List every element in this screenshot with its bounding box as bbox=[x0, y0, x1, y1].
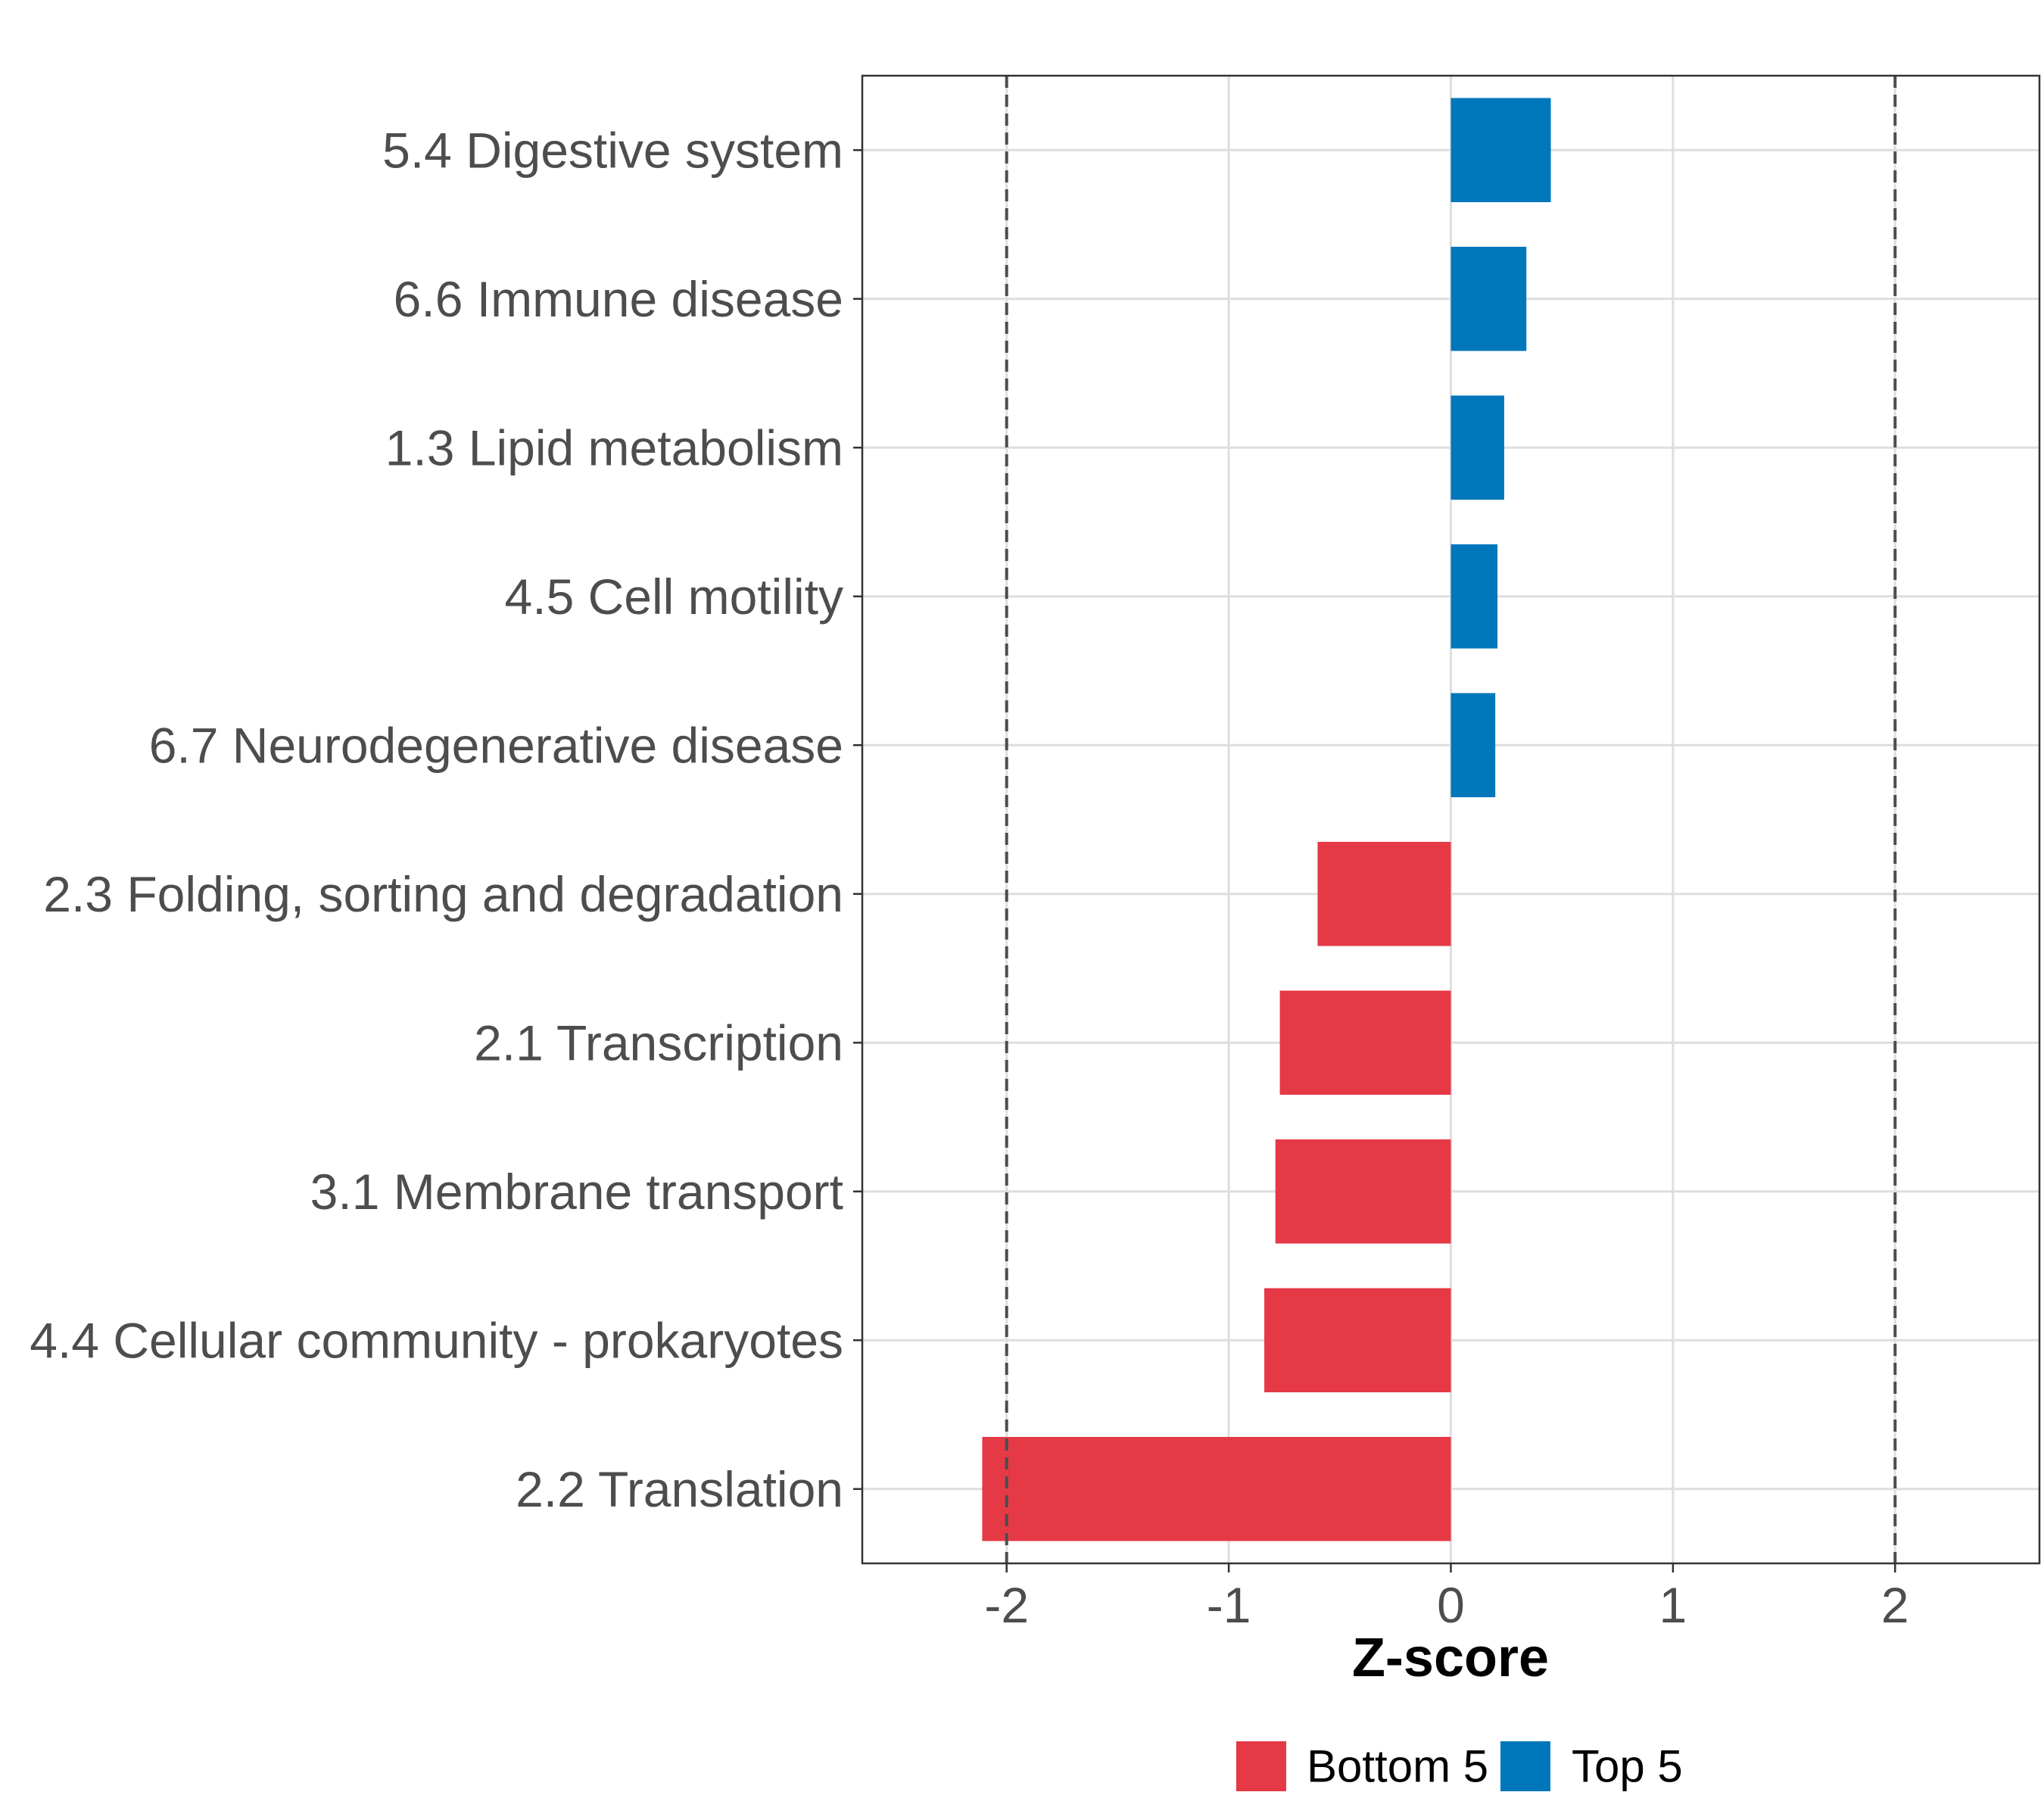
legend-label: Bottom 5 bbox=[1307, 1741, 1488, 1792]
bar bbox=[982, 1436, 1451, 1541]
legend: Bottom 5 Top 5 bbox=[1236, 1741, 1683, 1792]
bar bbox=[1450, 246, 1527, 351]
y-tick-label: 2.2 Translation bbox=[516, 1461, 843, 1517]
y-tick-label: 2.1 Transcription bbox=[474, 1014, 843, 1071]
bar bbox=[1450, 544, 1498, 649]
bar bbox=[1450, 98, 1551, 203]
x-tick-label: 2 bbox=[1881, 1577, 1909, 1633]
y-tick-label: 1.3 Lipid metabolism bbox=[385, 419, 843, 475]
bar bbox=[1275, 1139, 1451, 1244]
bar bbox=[1279, 990, 1451, 1095]
x-axis: -2 -1 0 1 2 bbox=[984, 1563, 1909, 1633]
bar bbox=[1450, 693, 1496, 798]
reference-lines bbox=[1005, 76, 1897, 1563]
bar bbox=[1450, 395, 1504, 500]
y-tick-label: 5.4 Digestive system bbox=[382, 122, 843, 178]
x-tick-label: 0 bbox=[1437, 1577, 1465, 1633]
legend-key bbox=[1236, 1741, 1286, 1791]
y-tick-label: 6.7 Neurodegenerative disease bbox=[149, 717, 843, 773]
y-tick-label: 2.3 Folding, sorting and degradation bbox=[43, 866, 843, 922]
bar bbox=[1317, 841, 1451, 946]
bar bbox=[1264, 1288, 1451, 1393]
y-tick-label: 4.5 Cell motility bbox=[505, 569, 843, 625]
legend-label: Top 5 bbox=[1572, 1741, 1683, 1792]
legend-key bbox=[1500, 1741, 1550, 1791]
y-tick-label: 4.4 Cellular community - prokaryotes bbox=[30, 1312, 843, 1368]
y-tick-label: 6.6 Immune disease bbox=[394, 271, 843, 327]
y-axis: 5.4 Digestive system 6.6 Immune disease 1.… bbox=[30, 122, 862, 1517]
x-tick-label: 1 bbox=[1659, 1577, 1687, 1633]
x-tick-label: -2 bbox=[984, 1577, 1029, 1633]
x-tick-label: -1 bbox=[1207, 1577, 1251, 1633]
x-axis-title: Z-score bbox=[1352, 1628, 1549, 1688]
y-tick-label: 3.1 Membrane transport bbox=[310, 1164, 843, 1220]
bars bbox=[982, 98, 1551, 1541]
